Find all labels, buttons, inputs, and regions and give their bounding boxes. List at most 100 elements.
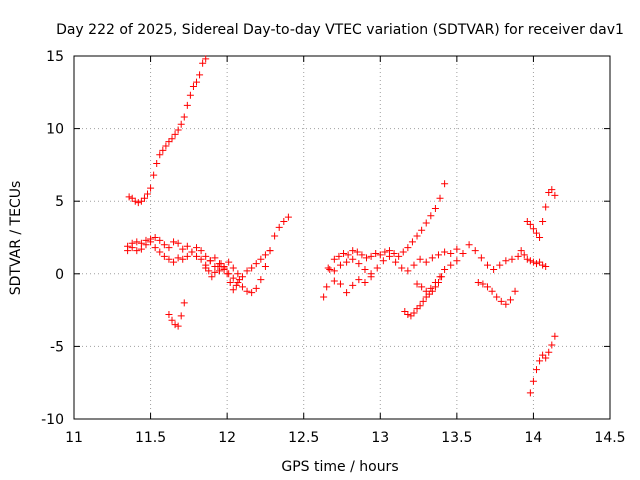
- data-point: [523, 218, 531, 226]
- data-point: [363, 254, 371, 262]
- data-point: [196, 71, 204, 79]
- data-point: [427, 284, 435, 292]
- data-point: [180, 299, 188, 307]
- x-tick-label: 12: [218, 430, 236, 446]
- data-point: [156, 236, 164, 244]
- data-point: [506, 296, 514, 304]
- data-point: [413, 305, 421, 313]
- data-point: [520, 251, 528, 259]
- data-point: [275, 223, 283, 231]
- data-point: [542, 354, 550, 362]
- data-point: [142, 241, 150, 249]
- data-point: [408, 238, 416, 246]
- data-point: [529, 258, 537, 266]
- data-point: [526, 389, 534, 397]
- data-point: [441, 180, 449, 188]
- data-point: [379, 257, 387, 265]
- data-point: [156, 248, 164, 256]
- data-point: [137, 197, 145, 205]
- data-point: [335, 252, 343, 260]
- data-point: [193, 244, 201, 252]
- data-point: [358, 251, 366, 259]
- data-point: [441, 248, 449, 256]
- x-tick-label: 11: [65, 430, 83, 446]
- data-point: [330, 255, 338, 263]
- data-point: [160, 252, 168, 260]
- y-tick-label: -10: [41, 412, 64, 428]
- data-point: [156, 151, 164, 159]
- data-point: [171, 321, 179, 329]
- data-point: [376, 251, 384, 259]
- data-point: [165, 310, 173, 318]
- data-point: [266, 247, 274, 255]
- data-point: [168, 316, 176, 324]
- series-arc-j: [474, 279, 519, 308]
- series-arc-steep: [125, 55, 210, 207]
- data-point: [232, 281, 240, 289]
- series-arc-e: [320, 180, 449, 301]
- data-point: [428, 254, 436, 262]
- data-point: [418, 226, 426, 234]
- data-point: [243, 267, 251, 275]
- data-point: [536, 357, 544, 365]
- series-arc-c: [202, 260, 243, 294]
- data-point: [471, 247, 479, 255]
- y-tick-label: -5: [50, 339, 64, 355]
- data-point: [517, 247, 525, 255]
- data-point: [502, 257, 510, 265]
- data-point: [183, 242, 191, 250]
- x-axis-label: GPS time / hours: [281, 459, 398, 475]
- data-point: [410, 309, 418, 317]
- data-point: [226, 279, 234, 287]
- data-point: [422, 219, 430, 227]
- y-tick-labels: -10 -5 0 5 10 15: [41, 49, 64, 428]
- data-point: [162, 142, 170, 150]
- data-point: [151, 234, 159, 241]
- data-point: [208, 273, 216, 281]
- data-point: [336, 261, 344, 269]
- data-point: [168, 135, 176, 143]
- data-point: [529, 225, 537, 233]
- data-point: [202, 55, 210, 63]
- data-point: [395, 252, 403, 260]
- data-point: [431, 204, 439, 212]
- data-point: [140, 194, 148, 202]
- series-arc-k: [523, 186, 559, 241]
- series-arc-l: [526, 332, 559, 397]
- data-point: [248, 289, 256, 297]
- data-point: [202, 264, 210, 272]
- data-point: [401, 308, 409, 316]
- data-point: [474, 279, 482, 287]
- data-point: [214, 263, 222, 271]
- data-point: [229, 264, 237, 272]
- data-point: [514, 252, 522, 260]
- data-point: [367, 273, 375, 281]
- data-point: [407, 312, 415, 320]
- data-point: [217, 260, 225, 268]
- data-point: [545, 348, 553, 356]
- data-point: [532, 366, 540, 374]
- data-point: [211, 268, 219, 276]
- data-point: [532, 260, 540, 268]
- data-point: [343, 289, 351, 297]
- data-point: [183, 252, 191, 260]
- data-point: [151, 244, 159, 252]
- data-point: [404, 244, 412, 252]
- data-point: [413, 232, 421, 240]
- data-point: [174, 126, 182, 134]
- data-point: [447, 261, 455, 269]
- data-point: [548, 186, 556, 194]
- data-point: [355, 260, 363, 268]
- data-point: [170, 258, 178, 266]
- series-arc-g: [330, 273, 375, 297]
- data-point: [193, 252, 201, 260]
- data-point: [390, 249, 398, 257]
- x-tick-labels: 11 11.5 12 12.5 13 13.5 14 14.5: [65, 430, 626, 446]
- data-point: [160, 241, 168, 249]
- data-point: [349, 247, 357, 255]
- data-point: [193, 78, 201, 86]
- data-point: [398, 264, 406, 272]
- data-point: [261, 263, 269, 271]
- data-point: [539, 261, 547, 269]
- data-point: [125, 193, 133, 201]
